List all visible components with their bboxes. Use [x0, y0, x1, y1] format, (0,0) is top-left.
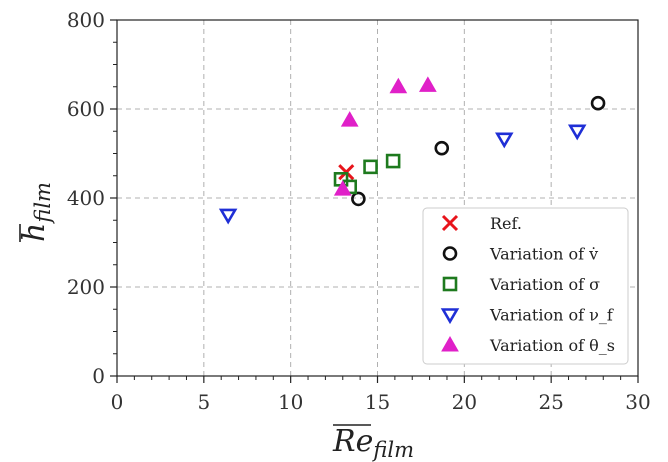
x-tick-label: 20 — [452, 390, 477, 414]
x-tick-label: 30 — [625, 390, 650, 414]
legend-marker-square — [442, 276, 458, 292]
legend: Ref. Variation of v̇ Variation of σ Variati… — [422, 207, 629, 365]
data-point-square — [385, 153, 401, 169]
y-axis-label: hfilm — [17, 182, 55, 242]
data-point-triangle-up — [389, 77, 408, 94]
y-tick-label: 600 — [67, 97, 105, 121]
legend-label: Variation of θ_s — [489, 336, 615, 355]
y-tick-label: 0 — [92, 364, 105, 388]
x-tick-label: 25 — [538, 390, 563, 414]
legend-box — [422, 207, 629, 365]
data-marks — [218, 76, 606, 225]
data-point-triangle-up — [419, 76, 437, 92]
legend-label: Variation of σ — [489, 275, 600, 294]
x-tick-label: 15 — [365, 390, 390, 414]
legend-label: Variation of v̇ — [489, 245, 598, 264]
data-point-circle — [434, 140, 450, 156]
x-axis-label: Refilm — [332, 424, 414, 462]
legend-label: Variation of ν_f — [489, 306, 614, 325]
legend-marker-circle — [442, 246, 458, 261]
axis-ticks: 0 5 10 15 20 25 30 0 200 400 600 800 — [67, 8, 651, 414]
x-tick-label: 10 — [278, 390, 303, 414]
x-axis-label-text: Refilm — [332, 424, 414, 462]
data-point-square — [363, 159, 378, 175]
y-tick-label: 400 — [67, 186, 105, 210]
legend-marker-triangle-down — [440, 308, 460, 325]
legend-marker-x — [441, 214, 459, 232]
data-point-circle — [351, 191, 366, 207]
data-point-triangle-down — [567, 124, 587, 141]
y-tick-label: 800 — [67, 8, 105, 32]
data-point-triangle-down — [218, 208, 238, 225]
legend-label: Ref. — [490, 214, 522, 233]
data-point-triangle-up — [333, 180, 352, 196]
y-axis-label-text: hfilm — [17, 182, 55, 242]
x-tick-label: 0 — [111, 390, 124, 414]
legend-items: Ref. Variation of v̇ Variation of σ Variati… — [440, 214, 615, 355]
legend-marker-x-stroke — [441, 214, 459, 232]
x-tick-label: 5 — [197, 390, 210, 414]
data-point-triangle-down — [495, 132, 514, 149]
legend-marker-triangle-up — [441, 335, 459, 352]
y-tick-label: 200 — [67, 275, 105, 299]
data-point-triangle-up — [340, 111, 359, 127]
data-point-circle — [590, 95, 606, 111]
